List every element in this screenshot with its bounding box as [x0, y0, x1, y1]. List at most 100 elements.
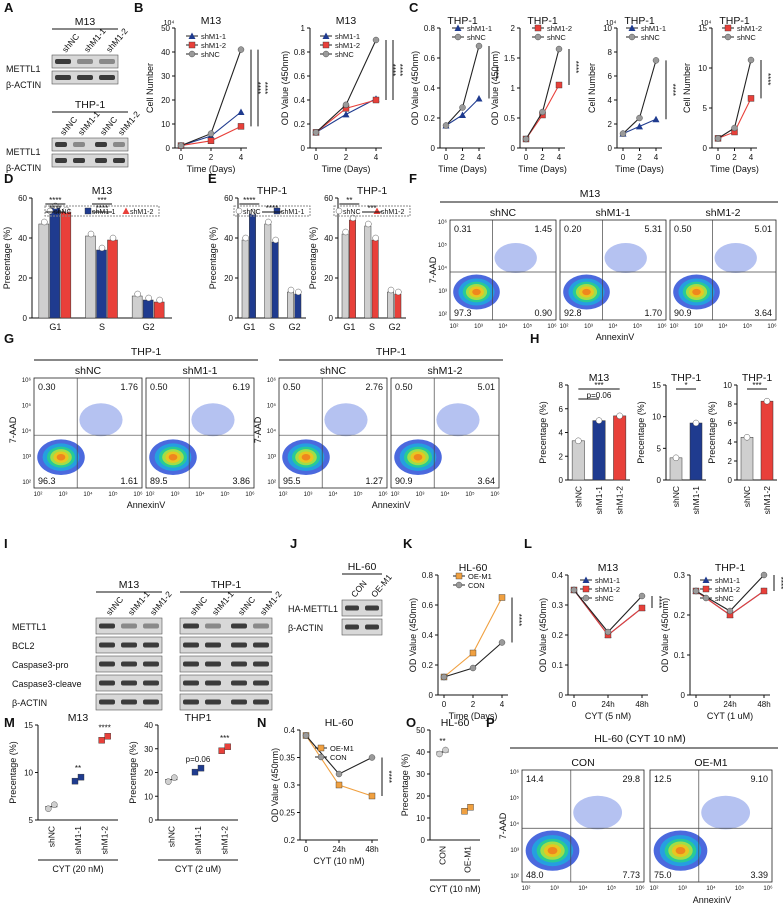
- x-tick-label: shNC: [46, 826, 56, 847]
- x-tick-label: 0: [716, 153, 721, 162]
- x-tick-label: shM1-1: [73, 826, 83, 855]
- flow-tick-label: 10⁶: [767, 323, 777, 330]
- density-contour: [413, 453, 423, 461]
- data-point: [459, 111, 466, 118]
- blot-row-label: BCL2: [12, 641, 35, 651]
- density-contour: [675, 846, 686, 855]
- flow-p-0: CON 14.4 29.8 48.0 7.73 10² 10³ 10⁴ 10⁵ 10⁶ 10² 10³…: [510, 757, 645, 892]
- x-tick-label: 0: [621, 153, 626, 162]
- x-tick-label: S: [369, 322, 375, 332]
- quadrant-value: 1.45: [534, 224, 552, 234]
- flow-g-0-1: shM1-1 0.50 6.19 89.5 3.86 10² 10³ 10⁴ 10⁵ 10⁶: [145, 365, 255, 498]
- legend-marker: [702, 585, 710, 593]
- legend-entry: shNC: [467, 33, 486, 42]
- panel-letter-J: J: [290, 536, 297, 551]
- blot-strip: [51, 153, 129, 168]
- density-contour: [714, 243, 757, 273]
- x-tick-label: 48h: [757, 700, 770, 709]
- quadrant-value: 48.0: [526, 870, 544, 880]
- sig-label: ****: [98, 723, 110, 732]
- blot-band: [143, 661, 159, 667]
- legend-marker: [188, 41, 196, 49]
- y-tick-label: 20: [224, 274, 233, 283]
- y-tick-label: 0: [559, 691, 564, 700]
- legend-entry: shM1-1: [467, 24, 492, 33]
- panel-letter-C: C: [409, 0, 419, 15]
- bar: [613, 415, 627, 481]
- lane-label: shM1-2: [148, 589, 174, 617]
- blot-band: [121, 680, 137, 686]
- chart-title: M13: [598, 562, 619, 574]
- data-point: [747, 95, 755, 102]
- panel-letter-A: A: [4, 0, 14, 15]
- y-tick-label: 0: [23, 314, 28, 323]
- quadrant-value: 2.76: [365, 382, 383, 392]
- flow-tick-label: 10⁴: [578, 885, 588, 892]
- flow-tick-label: 10⁴: [498, 323, 508, 330]
- lane-label: shNC: [236, 595, 257, 618]
- data-point: [207, 137, 215, 145]
- blot-band: [99, 623, 115, 629]
- y-axis-label: Precentage (%): [8, 741, 18, 804]
- y-tick-label: 0.25: [279, 809, 295, 818]
- data-point: [539, 108, 546, 116]
- x-tick-label: 4: [557, 153, 562, 162]
- flow-y-label: 7-AAD: [253, 416, 263, 443]
- legend-marker: [235, 207, 243, 215]
- flow-tick-label: 10²: [650, 886, 659, 892]
- y-tick-label: 40: [18, 234, 27, 243]
- sig-label: ***: [594, 381, 603, 390]
- chart-title: HL-60: [325, 717, 354, 729]
- data-point: [104, 733, 111, 740]
- flow-cell-line: M13: [580, 188, 601, 200]
- quadrant-value: 0.30: [38, 382, 56, 392]
- x-tick-label: shM1-2: [100, 826, 110, 855]
- y-tick-label: 0.8: [424, 24, 436, 33]
- legend-entry: shNC: [641, 33, 660, 42]
- y-scale-label: 10⁴: [164, 20, 175, 27]
- blot-row-label: β-ACTIN: [6, 80, 41, 90]
- legend-marker: [702, 576, 710, 583]
- y-tick-label: 40: [224, 234, 233, 243]
- legend-entry: OE-M1: [330, 744, 354, 753]
- blot-band: [183, 623, 199, 629]
- blot-row-label: HA-METTL1: [288, 604, 338, 614]
- chart-title: THP-1: [624, 15, 654, 27]
- blot-band: [73, 158, 85, 163]
- blot-cell-line: HL-60: [348, 561, 377, 573]
- density-contour: [301, 453, 311, 461]
- x-tick-label: OE-M1: [463, 846, 473, 873]
- legend-entry: CON: [330, 753, 347, 762]
- lane-label: shNC: [58, 115, 79, 138]
- flow-tick-label: 10⁶: [657, 323, 667, 330]
- quadrant-value: 12.5: [654, 774, 672, 784]
- flow-tick-label: 10²: [279, 492, 288, 498]
- flow-y-label: 7-AAD: [8, 416, 18, 443]
- quadrant-value: 5.01: [754, 224, 772, 234]
- y-axis-label: Cell Number: [145, 63, 155, 113]
- y-tick-label: 10: [161, 120, 170, 129]
- blot-band: [231, 623, 247, 629]
- y-axis-label: OD Value (450nm): [270, 748, 280, 822]
- flow-tick-label: 10⁴: [438, 265, 448, 272]
- flow-group-name: shNC: [75, 365, 102, 377]
- y-tick-label: 10: [24, 769, 33, 778]
- flow-tick-label: 10⁵: [743, 323, 753, 330]
- y-tick-label: 0: [559, 476, 564, 485]
- quadrant-value: 0.90: [534, 308, 552, 318]
- flow-tick-label: 10³: [584, 324, 593, 330]
- flow-tick-label: 10⁵: [267, 403, 277, 410]
- flow-x-label: AnnexinV: [372, 500, 411, 510]
- bar: [96, 249, 107, 319]
- sig-label: ****: [654, 596, 663, 608]
- lane-label: shM1-1: [76, 109, 102, 137]
- legend-marker: [455, 581, 463, 589]
- data-point: [440, 673, 448, 681]
- y-tick-label: 0.1: [552, 661, 564, 670]
- legend-entry: shM1-2: [595, 585, 620, 594]
- dot: [365, 220, 372, 228]
- x-axis-label: Time (Days): [518, 164, 567, 174]
- flow-tick-label: 10³: [171, 492, 180, 498]
- x-tick-label: 48h: [365, 845, 378, 854]
